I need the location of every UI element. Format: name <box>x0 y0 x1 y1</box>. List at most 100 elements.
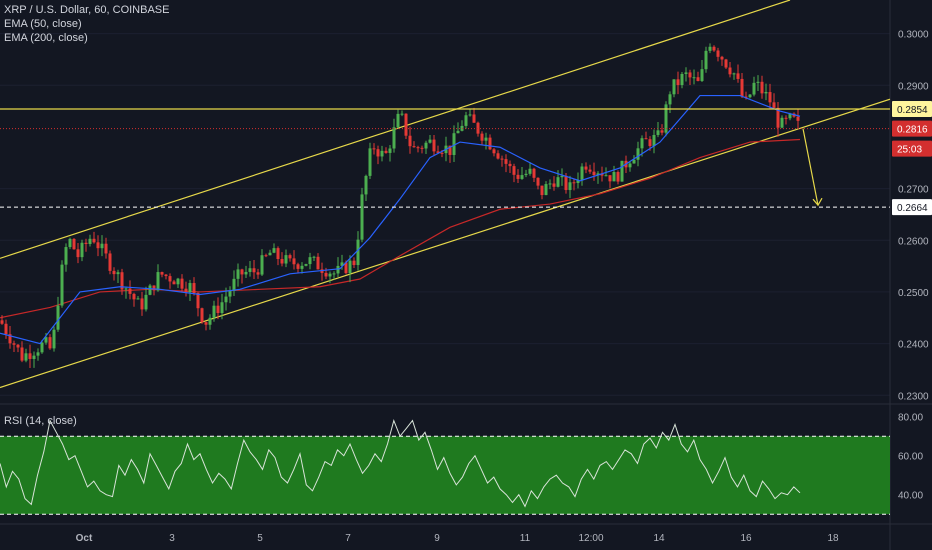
candle-body <box>216 305 220 313</box>
candle-body <box>520 175 524 179</box>
candle-body <box>428 139 432 143</box>
candle-body <box>664 104 668 133</box>
candle-body <box>40 342 44 353</box>
candle-body <box>180 278 184 289</box>
candle-body <box>272 248 276 253</box>
price-tag-bg <box>892 120 932 137</box>
candle-body <box>516 174 520 179</box>
candle-body <box>44 337 48 343</box>
time-tick-label: 11 <box>520 533 531 544</box>
candle-body <box>388 148 392 153</box>
candle-body <box>96 242 100 249</box>
rsi-panel <box>0 419 890 515</box>
candle-body <box>756 81 760 83</box>
candle-body <box>608 175 612 182</box>
candle-body <box>52 329 56 349</box>
candle-body <box>264 255 268 257</box>
candle-body <box>636 148 640 160</box>
candle-body <box>736 73 740 79</box>
candle-body <box>380 150 384 157</box>
candle-body <box>192 283 196 294</box>
rsi-line <box>0 419 801 508</box>
candle-body <box>240 269 244 275</box>
candle-body <box>424 142 428 149</box>
candle-body <box>300 265 304 269</box>
candle-body <box>132 293 136 300</box>
candle-body <box>60 264 64 306</box>
candle-body <box>732 73 736 75</box>
candle-body <box>220 302 224 313</box>
candle-body <box>592 171 596 176</box>
candle-body <box>512 166 516 175</box>
candle-body <box>584 166 588 170</box>
candle-body <box>296 264 300 269</box>
candle-body <box>436 151 440 153</box>
candle-body <box>796 116 800 121</box>
candle-body <box>652 134 656 147</box>
candle-body <box>288 255 292 259</box>
candle-body <box>600 173 604 176</box>
candle-body <box>616 172 620 182</box>
candle-body <box>376 149 380 157</box>
candle-body <box>632 159 636 164</box>
ema50-line <box>0 94 801 345</box>
price-levels[interactable] <box>0 108 890 208</box>
candle-body <box>224 296 228 303</box>
ema200-legend[interactable]: EMA (200, close) <box>4 32 88 44</box>
candle-body <box>452 133 456 155</box>
time-tick-label: 14 <box>653 533 665 544</box>
candle-body <box>708 46 712 51</box>
candle-body <box>16 344 20 348</box>
candle-body <box>784 117 788 119</box>
time-axis[interactable]: Oct 3 5 7 9 11 12:00 14 16 18 <box>76 533 839 544</box>
candle-body <box>360 194 364 240</box>
candle-body <box>236 269 240 279</box>
rsi-title[interactable]: RSI (14, close) <box>4 415 77 427</box>
candle-body <box>204 322 208 325</box>
rsi-legend: RSI (14, close) <box>4 414 77 428</box>
candle-body <box>532 168 536 178</box>
candle-body <box>304 264 308 266</box>
candle-body <box>696 77 700 81</box>
candle-body <box>260 255 264 275</box>
candle-body <box>680 73 684 86</box>
candle-body <box>184 288 188 293</box>
candle-body <box>396 113 400 128</box>
candle-body <box>588 169 592 172</box>
time-tick-label: 12:00 <box>578 533 603 544</box>
candle-body <box>740 78 744 97</box>
candle-body <box>464 115 468 126</box>
candle-body <box>24 353 28 361</box>
projection-arrow[interactable] <box>802 128 823 207</box>
ema200-path <box>0 138 801 319</box>
candle-body <box>580 166 584 180</box>
candle-body <box>88 238 92 245</box>
candle-body <box>448 145 452 155</box>
symbol-title[interactable]: XRP / U.S. Dollar, 60, COINBASE <box>4 4 170 16</box>
candle-body <box>248 268 252 272</box>
candle-body <box>768 92 772 103</box>
candle-body <box>64 247 68 265</box>
candle-body <box>108 253 112 271</box>
channel-lower <box>0 98 891 389</box>
candle-body <box>172 281 176 285</box>
price-tag-label: 25:03 <box>897 145 922 156</box>
candle-body <box>408 135 412 147</box>
candle-body <box>12 343 16 345</box>
candle-body <box>200 308 204 323</box>
candle-body <box>536 177 540 186</box>
price-tag-bg <box>892 140 932 157</box>
candle-body <box>492 149 496 154</box>
price-axis[interactable]: 0.3000 0.2900 0.2700 0.2600 0.2500 0.2400 0.23… <box>898 30 929 502</box>
candle-body <box>164 274 168 277</box>
candle-body <box>628 163 632 168</box>
ema50-legend[interactable]: EMA (50, close) <box>4 18 82 30</box>
trend-channel[interactable] <box>0 0 891 389</box>
candle-body <box>8 334 12 344</box>
candle-body <box>328 273 332 277</box>
candle-body <box>760 81 764 94</box>
time-tick-label: 5 <box>257 533 263 544</box>
candle-body <box>728 67 732 75</box>
candle-body <box>348 260 352 274</box>
